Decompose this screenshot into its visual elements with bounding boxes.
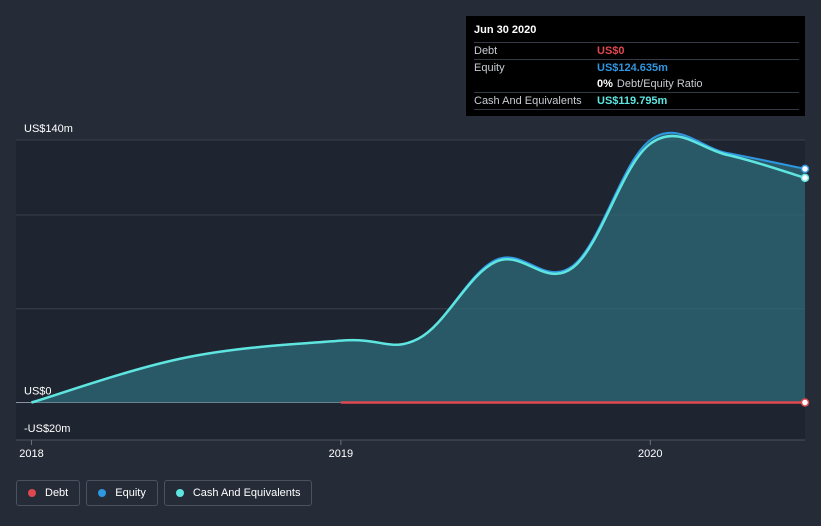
debt-end-point bbox=[800, 398, 810, 407]
tooltip-panel: Jun 30 2020 Debt US$0 Equity US$124.635m… bbox=[466, 16, 805, 116]
legend-item-cash[interactable]: Cash And Equivalents bbox=[163, 480, 313, 506]
tooltip-debt-value: US$0 bbox=[597, 45, 625, 57]
axis-labels: US$140m US$0 -US$20m 2018 2019 2020 bbox=[19, 123, 662, 460]
x-tick-label: 2018 bbox=[19, 448, 43, 460]
circle-dot-icon bbox=[98, 489, 107, 497]
y-tick-label: US$140m bbox=[24, 123, 73, 135]
tooltip-row-equity: Equity US$124.635m bbox=[474, 59, 799, 76]
x-tick-label: 2019 bbox=[329, 448, 353, 460]
y-tick-label: -US$20m bbox=[24, 423, 70, 435]
legend-item-debt[interactable]: Debt bbox=[16, 480, 81, 506]
tooltip-date: Jun 30 2020 bbox=[474, 24, 537, 36]
circle-dot-icon bbox=[28, 489, 36, 497]
legend-label: Equity bbox=[115, 487, 146, 499]
tooltip-row-cash: Cash And Equivalents US$119.795m bbox=[474, 92, 799, 110]
tooltip-ratio-label: Debt/Equity Ratio bbox=[616, 78, 703, 90]
y-tick-label: US$0 bbox=[24, 386, 52, 398]
series-layer bbox=[31, 131, 810, 407]
tooltip-equity-value: US$124.635m bbox=[597, 62, 668, 74]
circle-dot-icon bbox=[175, 489, 184, 497]
legend-label: Cash And Equivalents bbox=[192, 487, 301, 499]
tooltip-ratio-value: 0% bbox=[597, 78, 613, 90]
chart-legend: Debt Equity Cash And Equivalents bbox=[16, 480, 313, 506]
tooltip-row-ratio: 0% Debt/Equity Ratio bbox=[474, 76, 799, 92]
tooltip-label: Debt bbox=[474, 45, 498, 57]
legend-label: Debt bbox=[45, 487, 69, 499]
tooltip-cash-value: US$119.795m bbox=[597, 95, 668, 107]
equity-end-point bbox=[800, 164, 810, 174]
legend-item-equity[interactable]: Equity bbox=[86, 480, 158, 506]
cash-line bbox=[31, 134, 806, 404]
x-tick-label: 2020 bbox=[638, 448, 662, 460]
tooltip-row-debt: Debt US$0 bbox=[474, 42, 799, 59]
equity-area bbox=[31, 132, 806, 403]
cash-end-point bbox=[800, 173, 810, 183]
tooltip-label: Equity bbox=[474, 62, 505, 74]
tooltip-label: Cash And Equivalents bbox=[474, 95, 582, 107]
